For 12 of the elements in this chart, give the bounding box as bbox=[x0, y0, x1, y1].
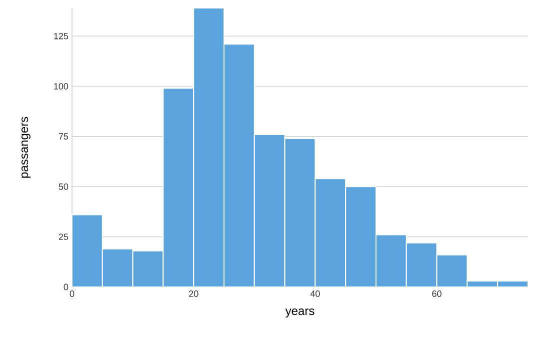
y-tick-label: 100 bbox=[54, 83, 68, 90]
x-tick-label: 20 bbox=[189, 290, 198, 297]
x-tick-label: 40 bbox=[310, 290, 320, 297]
x-tick-label: 0 bbox=[70, 290, 74, 297]
x-tick-label: 60 bbox=[432, 290, 442, 297]
y-tick-label: 125 bbox=[54, 32, 68, 40]
y-tick-label: 75 bbox=[58, 133, 68, 140]
y-axis-title: passangers bbox=[22, 116, 30, 178]
y-tick-label: 25 bbox=[58, 234, 68, 240]
y-tick-label: 0 bbox=[64, 284, 68, 290]
y-tick-label: 50 bbox=[58, 183, 68, 190]
x-axis-title: years bbox=[285, 308, 314, 318]
